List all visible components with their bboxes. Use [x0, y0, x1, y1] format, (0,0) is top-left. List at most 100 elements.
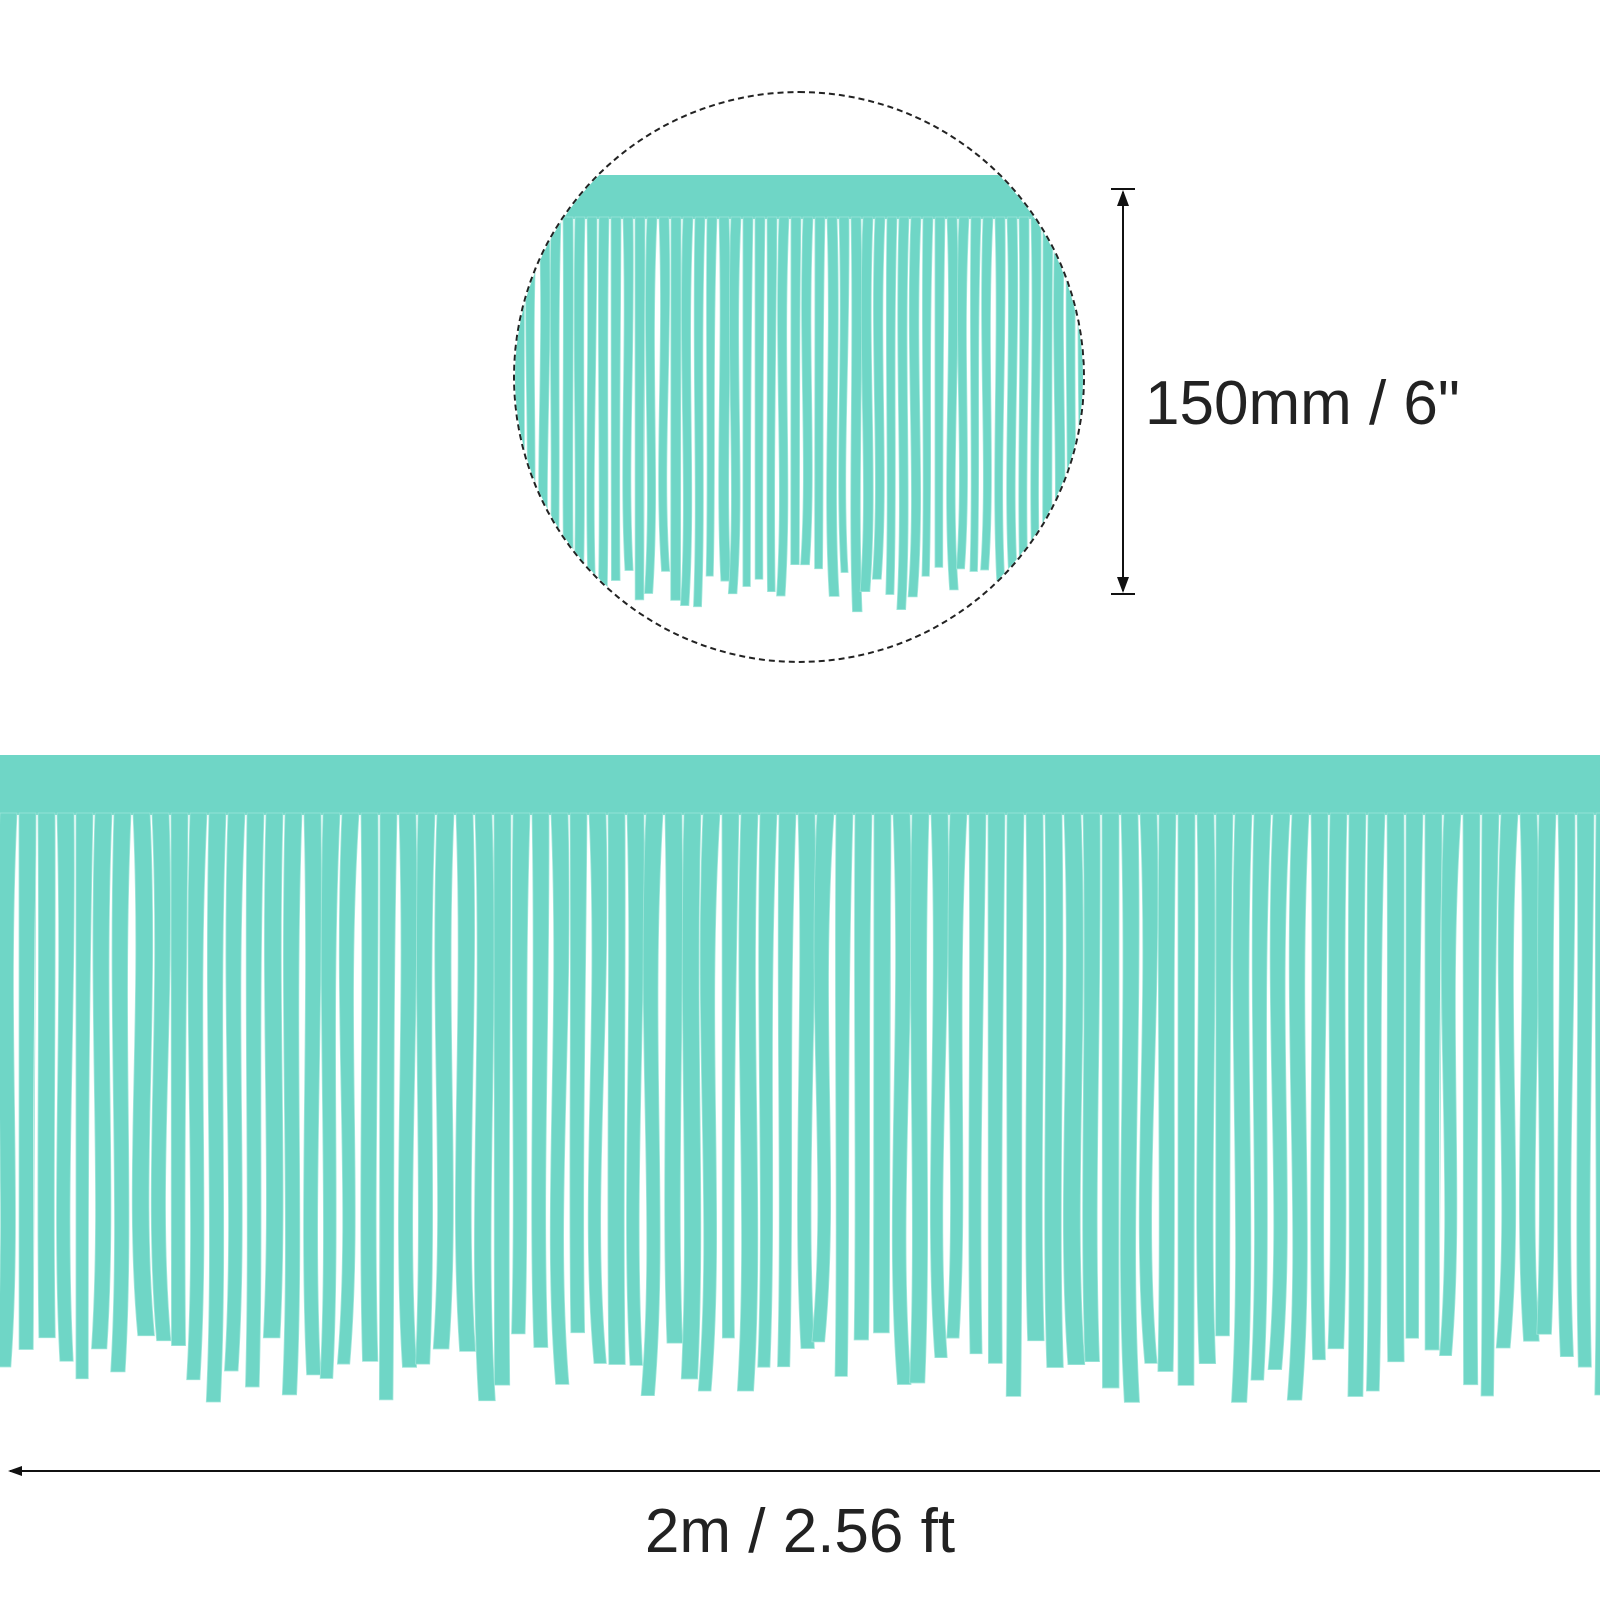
- fringe-strip: [1439, 812, 1462, 1357]
- fringe-strip: [727, 216, 742, 595]
- fringe-strip: [1215, 812, 1234, 1337]
- fringe-strip: [885, 216, 898, 595]
- fringe-strip: [531, 812, 550, 1348]
- fringe-strip: [946, 812, 968, 1339]
- fringe-strip: [705, 216, 718, 577]
- fringe-trim-detail: [515, 175, 1083, 613]
- fringe-strip: [697, 812, 721, 1392]
- fringe-strip: [921, 216, 934, 577]
- fringe-strip: [110, 812, 132, 1373]
- fringe-strip: [398, 812, 418, 1368]
- fringe-strip: [1076, 216, 1083, 602]
- fringe-strip: [907, 216, 922, 598]
- fringe-strip: [319, 812, 341, 1379]
- fringe-strip: [360, 812, 379, 1362]
- fringe-strip: [336, 812, 360, 1365]
- fringe-strip: [826, 216, 840, 597]
- fringe-strip: [736, 812, 759, 1392]
- fringe-strip: [790, 216, 802, 566]
- fringe-strip: [693, 216, 706, 608]
- fringe-strip: [626, 812, 645, 1366]
- fringe-strip: [511, 812, 531, 1335]
- fringe-strip: [1594, 812, 1600, 1396]
- fringe-strip: [1044, 812, 1064, 1368]
- fringe-strip: [607, 812, 626, 1365]
- fringe-strip: [224, 812, 246, 1372]
- fringe-strip: [170, 812, 189, 1346]
- fringe-strip: [1157, 812, 1177, 1372]
- fringe-strip: [1327, 812, 1348, 1350]
- fringe-strip: [1018, 216, 1030, 597]
- fringe-strip: [474, 812, 496, 1402]
- fringe-strip: [1101, 812, 1120, 1389]
- fringe-strip: [1138, 812, 1159, 1364]
- fringe-strip: [91, 812, 113, 1350]
- fringe-strip: [1480, 812, 1500, 1397]
- fringe-strip: [871, 216, 886, 580]
- fringe-strip: [1006, 216, 1019, 587]
- fringe-strip: [777, 812, 797, 1368]
- fringe-strip: [1030, 216, 1042, 588]
- fringe-strip: [1495, 812, 1519, 1349]
- width-arrow-icon: [8, 1466, 1600, 1476]
- fringe-strip: [549, 216, 562, 579]
- fringe-strip: [586, 216, 598, 593]
- fringe-strip: [1250, 812, 1272, 1381]
- fringe-strip: [1025, 812, 1045, 1342]
- fringe-strip: [1462, 812, 1481, 1386]
- fringe-strip: [622, 216, 634, 571]
- fringe-strip: [610, 216, 622, 581]
- fringe-strip: [742, 216, 754, 587]
- fringe-strip: [1196, 812, 1217, 1365]
- fringe-strip: [968, 812, 987, 1355]
- fringe-strip: [538, 216, 551, 600]
- fringe-strip: [1177, 812, 1196, 1386]
- fringe-strip: [859, 216, 874, 593]
- fringe-strip: [1557, 812, 1576, 1358]
- fringe-strip: [1424, 812, 1443, 1351]
- fringe-strip: [18, 812, 37, 1350]
- fringe-strip: [455, 812, 476, 1352]
- fringe-strip: [562, 216, 574, 573]
- fringe-strip: [186, 812, 208, 1381]
- height-dimension-label: 150mm / 6": [1145, 369, 1460, 438]
- fringe-strip: [987, 812, 1006, 1364]
- fringe-strip: [1120, 812, 1140, 1403]
- fringe-strip: [909, 812, 930, 1384]
- fringe-strip: [1365, 812, 1386, 1392]
- fringe-strip: [245, 812, 265, 1388]
- fringe-strip: [75, 812, 94, 1380]
- fringe-strip: [493, 812, 512, 1386]
- fringe-strip: [37, 812, 56, 1339]
- fringe-strip: [378, 812, 398, 1401]
- fringe-strip: [1386, 812, 1405, 1363]
- fringe-strip: [1062, 812, 1086, 1366]
- fringe-strip: [524, 216, 538, 570]
- fringe-strip: [1052, 216, 1066, 587]
- fringe-strip: [994, 216, 1006, 585]
- fringe-strip: [934, 216, 946, 568]
- fringe-strip: [640, 812, 664, 1397]
- fringe-header-band: [515, 175, 1083, 219]
- fringe-strip: [1042, 216, 1054, 578]
- fringe-strip: [980, 216, 994, 571]
- fringe-strip: [811, 812, 835, 1343]
- fringe-strip: [896, 216, 910, 610]
- fringe-strip: [956, 216, 970, 570]
- fringe-strip: [929, 812, 949, 1359]
- fringe-strip: [834, 812, 854, 1377]
- fringe-strip: [1286, 812, 1310, 1401]
- fringe-strip: [549, 812, 570, 1385]
- fringe-strip: [680, 216, 694, 606]
- fringe-strip: [515, 216, 526, 610]
- fringe-strip: [1082, 812, 1101, 1363]
- fringe-strip: [680, 812, 702, 1380]
- fringe-strip: [56, 812, 75, 1362]
- fringe-strip: [1064, 216, 1078, 589]
- fringe-strip: [597, 216, 610, 611]
- fringe-strip: [281, 812, 303, 1396]
- fringe-strip: [853, 812, 873, 1341]
- fringe-strip: [1005, 812, 1025, 1397]
